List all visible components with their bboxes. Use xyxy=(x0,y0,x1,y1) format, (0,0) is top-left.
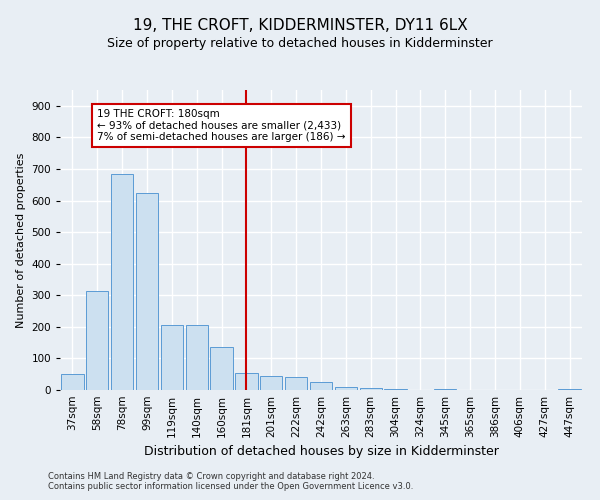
Bar xyxy=(61,374,83,390)
Text: Size of property relative to detached houses in Kidderminster: Size of property relative to detached ho… xyxy=(107,38,493,51)
Bar xyxy=(161,326,183,390)
Bar xyxy=(285,378,307,390)
Bar xyxy=(185,326,208,390)
Bar xyxy=(310,382,332,390)
Text: Contains public sector information licensed under the Open Government Licence v3: Contains public sector information licen… xyxy=(48,482,413,491)
Bar xyxy=(86,290,109,390)
Text: 19 THE CROFT: 180sqm
← 93% of detached houses are smaller (2,433)
7% of semi-det: 19 THE CROFT: 180sqm ← 93% of detached h… xyxy=(97,109,346,142)
Bar xyxy=(235,372,257,390)
X-axis label: Distribution of detached houses by size in Kidderminster: Distribution of detached houses by size … xyxy=(143,446,499,458)
Text: Contains HM Land Registry data © Crown copyright and database right 2024.: Contains HM Land Registry data © Crown c… xyxy=(48,472,374,481)
Bar xyxy=(211,348,233,390)
Bar xyxy=(260,376,283,390)
Bar xyxy=(136,192,158,390)
Bar xyxy=(111,174,133,390)
Bar xyxy=(335,388,357,390)
Y-axis label: Number of detached properties: Number of detached properties xyxy=(16,152,26,328)
Text: 19, THE CROFT, KIDDERMINSTER, DY11 6LX: 19, THE CROFT, KIDDERMINSTER, DY11 6LX xyxy=(133,18,467,32)
Bar xyxy=(359,388,382,390)
